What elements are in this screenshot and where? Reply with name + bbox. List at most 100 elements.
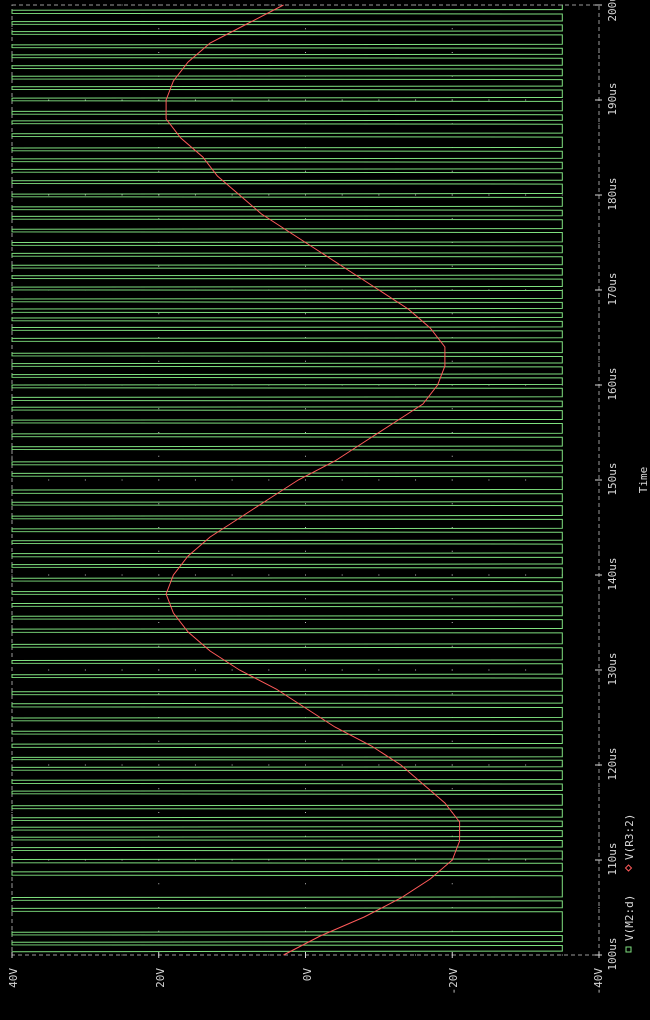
grid-dot — [415, 99, 417, 101]
grid-dot — [451, 313, 453, 315]
grid-dot — [231, 99, 233, 101]
grid-dot — [158, 218, 160, 220]
grid-dot — [598, 788, 600, 790]
grid-dot — [268, 194, 270, 196]
grid-dot — [121, 669, 123, 671]
grid-dot — [415, 859, 417, 861]
legend-series-2-label: V(R3:2) — [623, 814, 636, 860]
grid-dot — [378, 194, 380, 196]
grid-dot — [305, 265, 306, 267]
grid-dot — [451, 527, 453, 528]
y-tick-label: 40V — [7, 968, 20, 988]
grid-dot — [451, 265, 453, 267]
grid-dot — [268, 99, 270, 101]
grid-dot — [158, 907, 160, 908]
grid-dot — [48, 99, 50, 101]
grid-dot — [305, 503, 306, 505]
grid-dot — [305, 527, 306, 528]
grid-dot — [598, 360, 600, 362]
grid-dot — [84, 194, 86, 196]
grid-dot — [305, 28, 306, 30]
grid-dot — [598, 907, 600, 908]
x-tick-label: 130us — [606, 652, 619, 685]
grid-dot — [451, 669, 453, 671]
grid-dot — [268, 669, 270, 671]
grid-dot — [231, 954, 233, 956]
legend: V(M2:d) V(R3:2) — [623, 814, 636, 953]
grid-dot — [158, 598, 160, 600]
grid-dot — [451, 503, 453, 505]
grid-dot — [305, 99, 306, 101]
grid-dot — [158, 52, 160, 53]
grid-dot — [561, 99, 563, 101]
grid-dot — [158, 740, 160, 742]
grid-dot — [84, 479, 86, 481]
grid-dot — [158, 408, 160, 410]
grid-dot — [561, 859, 563, 861]
grid-dot — [561, 194, 563, 196]
grid-dot — [451, 218, 453, 220]
grid-dot — [451, 574, 453, 576]
grid-dot — [158, 432, 160, 433]
grid-dot — [11, 930, 13, 932]
x-tick-label: 190us — [606, 82, 619, 115]
grid-dot — [598, 242, 600, 243]
grid-dot — [305, 907, 306, 908]
grid-dot — [268, 479, 270, 481]
grid-dot — [525, 574, 527, 576]
grid-dot — [48, 669, 50, 671]
x-tick-label: 100us — [606, 937, 619, 970]
grid-dot — [158, 503, 160, 505]
x-axis-title: Time — [637, 467, 650, 494]
grid-dot — [488, 859, 490, 861]
legend-series-1-label: V(M2:d) — [623, 895, 636, 941]
grid-dot — [305, 194, 306, 196]
grid-dot — [84, 669, 86, 671]
grid-dot — [525, 384, 527, 386]
grid-dot — [305, 669, 306, 671]
grid-dot — [305, 788, 306, 790]
grid-dot — [158, 337, 160, 338]
grid-dot — [305, 4, 306, 6]
grid-dot — [525, 479, 527, 481]
grid-dot — [341, 859, 343, 861]
grid-dot — [378, 859, 380, 861]
grid-dot — [305, 550, 306, 552]
grid-dot — [451, 788, 453, 790]
grid-dot — [451, 740, 453, 742]
x-tick-label: 160us — [606, 367, 619, 400]
grid-dot — [231, 669, 233, 671]
grid-dot — [451, 550, 453, 552]
grid-dot — [11, 147, 13, 148]
grid-dot — [158, 313, 160, 315]
grid-dot — [598, 598, 600, 600]
grid-dot — [305, 693, 306, 695]
y-tick-label: 20V — [154, 968, 167, 988]
grid-dot — [84, 574, 86, 576]
grid-dot — [158, 812, 160, 813]
grid-dot — [415, 479, 417, 481]
grid-dot — [598, 835, 600, 837]
grid-dot — [525, 764, 527, 766]
grid-dot — [415, 4, 417, 6]
grid-dot — [525, 194, 527, 196]
grid-dot — [48, 574, 50, 576]
grid-dot — [121, 99, 123, 101]
grid-dot — [305, 170, 306, 172]
grid-dot — [48, 859, 50, 861]
y-tick-label: -20V — [447, 968, 460, 995]
grid-dot — [231, 574, 233, 576]
x-tick-label: 120us — [606, 747, 619, 780]
grid-dot — [231, 764, 233, 766]
grid-dot — [305, 859, 306, 861]
grid-dot — [11, 574, 13, 576]
grid-dot — [158, 645, 160, 647]
grid-dot — [451, 52, 453, 53]
grid-dot — [268, 954, 270, 956]
grid-dot — [158, 4, 160, 6]
grid-dot — [158, 574, 160, 576]
x-tick-label: 150us — [606, 462, 619, 495]
grid-dot — [158, 360, 160, 362]
grid-dot — [598, 550, 600, 552]
x-tick-label: 170us — [606, 272, 619, 305]
